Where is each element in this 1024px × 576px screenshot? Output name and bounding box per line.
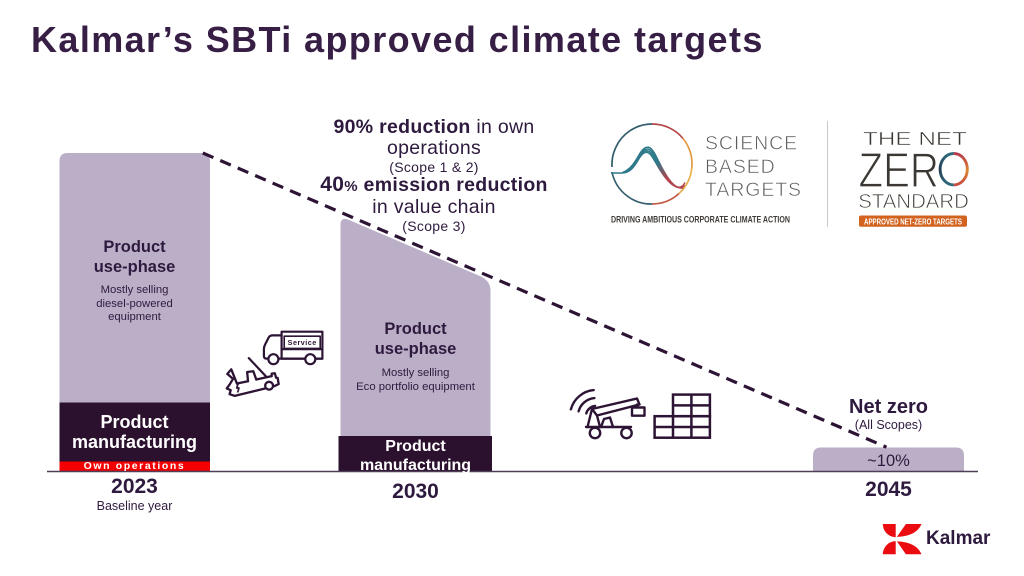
svg-text:THE NET: THE NET xyxy=(863,128,967,149)
svg-text:TARGETS: TARGETS xyxy=(705,179,802,201)
svg-text:SCIENCE: SCIENCE xyxy=(705,133,798,155)
svg-text:DRIVING AMBITIOUS CORPORATE CL: DRIVING AMBITIOUS CORPORATE CLIMATE ACTI… xyxy=(611,215,790,225)
svg-text:Service: Service xyxy=(288,338,317,347)
svg-text:BASED: BASED xyxy=(705,156,776,178)
svg-text:ZER: ZER xyxy=(859,144,940,198)
svg-text:APPROVED NET-ZERO TARGETS: APPROVED NET-ZERO TARGETS xyxy=(864,216,962,226)
svg-text:STANDARD: STANDARD xyxy=(858,191,969,213)
